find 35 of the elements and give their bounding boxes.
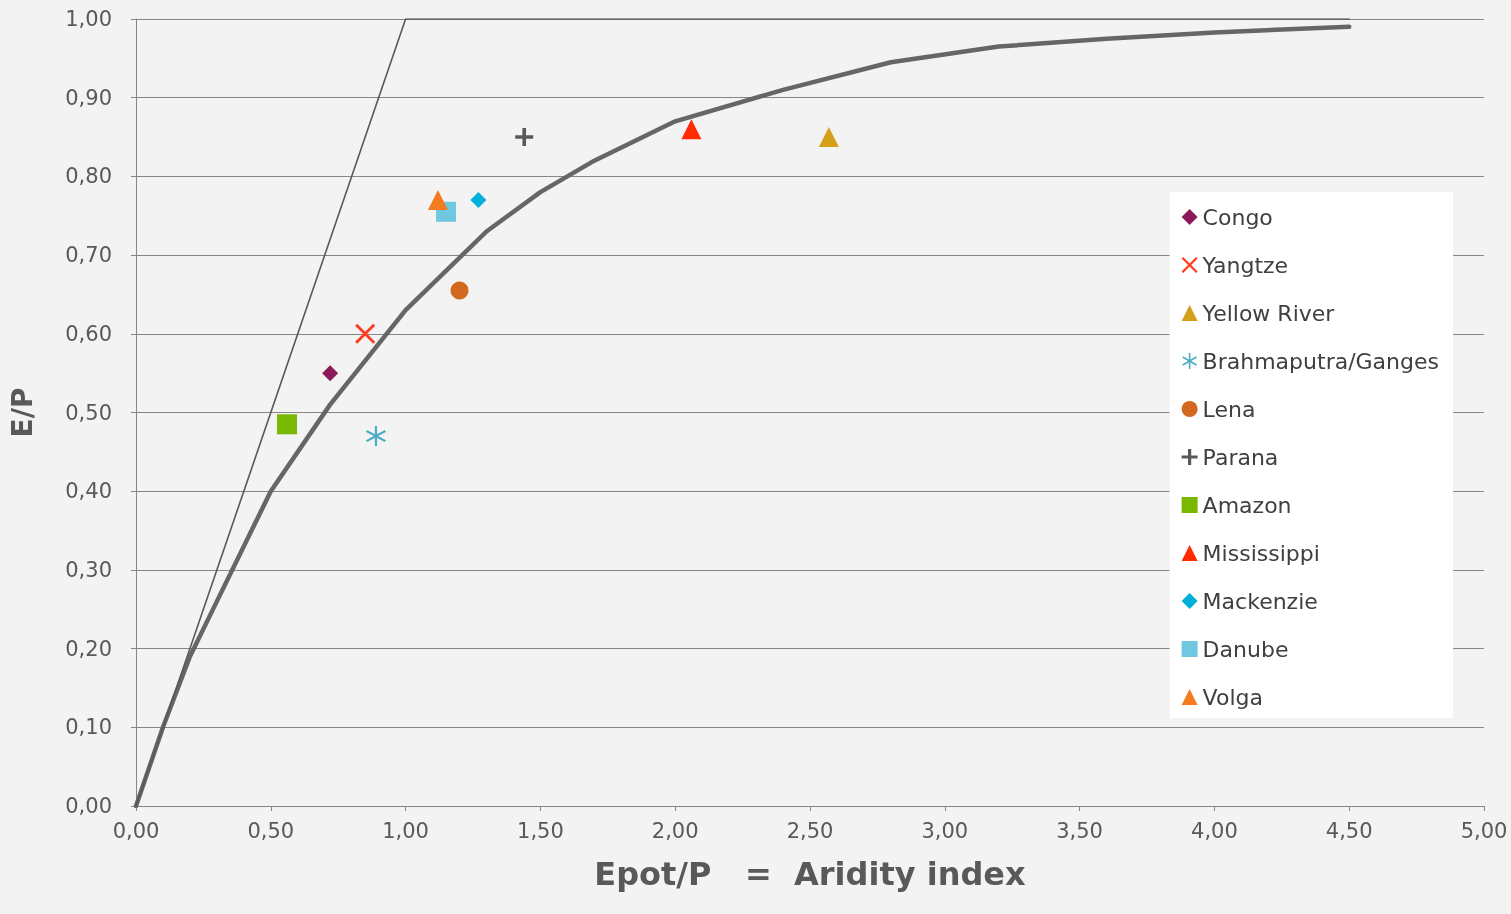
x-tick-label: 1,50 bbox=[517, 818, 564, 843]
x-tick-label: 0,00 bbox=[112, 818, 160, 843]
legend-label: Danube bbox=[1202, 636, 1289, 662]
legend-label: Lena bbox=[1202, 396, 1256, 422]
y-tick-label: 0,10 bbox=[65, 715, 112, 740]
x-tick-label: 5,00 bbox=[1460, 818, 1508, 843]
x-tick-label: 3,50 bbox=[1056, 818, 1103, 843]
y-tick-label: 0,00 bbox=[65, 794, 112, 818]
y-tick-label: 0,40 bbox=[65, 479, 112, 504]
y-tick-label: 0,80 bbox=[65, 164, 112, 189]
y-tick-label: 0,60 bbox=[65, 321, 112, 346]
legend-label: Brahmaputra/Ganges bbox=[1202, 348, 1440, 374]
x-axis-title: Epot/P = Aridity index bbox=[594, 855, 1027, 893]
legend-label: Yangtze bbox=[1201, 252, 1289, 278]
x-tick-label: 3,00 bbox=[921, 818, 969, 843]
y-tick-label: 1,00 bbox=[65, 7, 112, 31]
x-tick-label: 4,50 bbox=[1325, 818, 1373, 843]
y-tick-label: 0,70 bbox=[65, 243, 112, 268]
x-tick-label: 0,50 bbox=[247, 818, 295, 843]
legend-label: Congo bbox=[1202, 204, 1273, 230]
y-tick-label: 0,50 bbox=[65, 400, 112, 425]
y-tick-label: 0,20 bbox=[65, 636, 112, 661]
y-axis-title: E/P bbox=[5, 387, 39, 438]
y-tick-label: 0,30 bbox=[65, 557, 112, 582]
legend-label: Mississippi bbox=[1202, 540, 1320, 566]
x-tick-label: 1,00 bbox=[382, 818, 429, 843]
legend-label: Parana bbox=[1202, 444, 1279, 470]
x-tick-label: 4,00 bbox=[1191, 818, 1238, 843]
y-tick-label: 0,90 bbox=[65, 85, 112, 110]
legend-label: Mackenzie bbox=[1202, 588, 1318, 614]
x-tick-label: 2,50 bbox=[786, 818, 834, 843]
x-tick-label: 2,00 bbox=[651, 818, 699, 843]
legend-label: Yellow River bbox=[1201, 300, 1336, 326]
legend-label: Amazon bbox=[1202, 492, 1292, 518]
legend-label: Volga bbox=[1202, 684, 1263, 710]
